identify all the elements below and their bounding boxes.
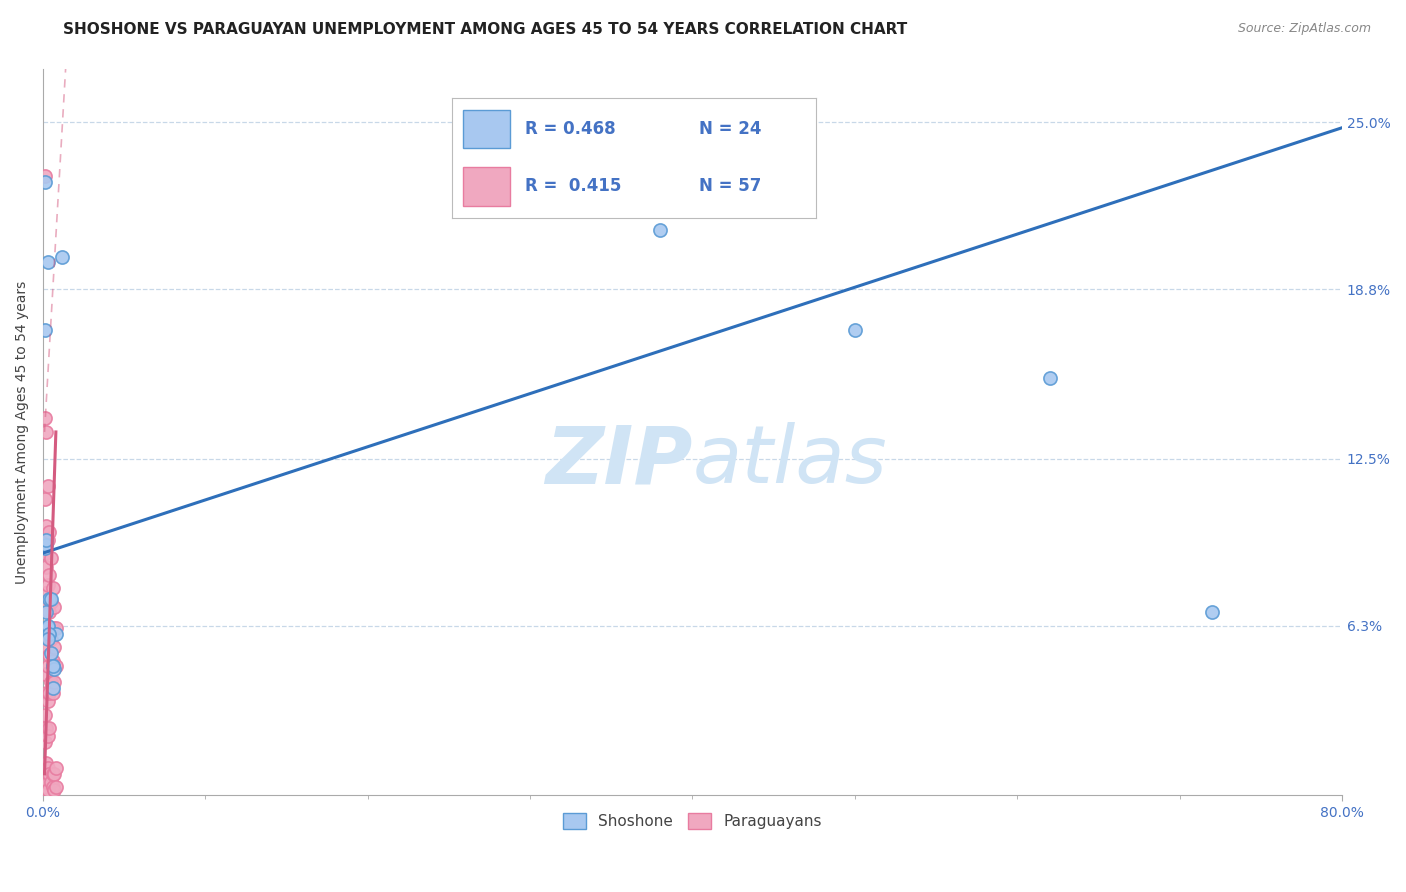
Point <box>44 640 66 655</box>
Point <box>39 775 62 789</box>
Point <box>37 578 59 592</box>
Point <box>1201 605 1223 619</box>
Point <box>35 425 58 439</box>
Point <box>34 492 56 507</box>
Point <box>1039 371 1062 385</box>
Point <box>38 627 60 641</box>
Point <box>34 707 56 722</box>
Point <box>37 632 59 647</box>
Point <box>45 627 67 641</box>
Point <box>35 640 58 655</box>
Point <box>37 783 59 797</box>
Point <box>38 567 60 582</box>
Point <box>34 667 56 681</box>
Point <box>41 654 63 668</box>
Point <box>844 323 866 337</box>
Point <box>35 519 58 533</box>
Y-axis label: Unemployment Among Ages 45 to 54 years: Unemployment Among Ages 45 to 54 years <box>15 280 30 583</box>
Point <box>37 533 59 547</box>
Point <box>41 686 63 700</box>
Legend: Shoshone, Paraguayans: Shoshone, Paraguayans <box>557 806 828 835</box>
Point <box>41 659 63 673</box>
Point <box>35 594 58 608</box>
Point <box>35 538 58 552</box>
Point <box>35 686 58 700</box>
Point <box>37 255 59 269</box>
Point <box>39 646 62 660</box>
Point <box>34 169 56 184</box>
Point <box>34 780 56 795</box>
Point <box>45 659 67 673</box>
Point <box>45 762 67 776</box>
Point <box>44 599 66 614</box>
Point <box>37 622 59 636</box>
Point <box>41 659 63 673</box>
Point <box>38 648 60 663</box>
Point <box>35 605 58 619</box>
Point <box>41 581 63 595</box>
Point <box>44 662 66 676</box>
Point <box>39 551 62 566</box>
Point <box>39 675 62 690</box>
Point <box>38 591 60 606</box>
Point <box>34 175 56 189</box>
Point <box>34 411 56 425</box>
Point <box>38 686 60 700</box>
Point <box>51 250 73 264</box>
Point <box>44 783 66 797</box>
Point <box>35 533 58 547</box>
Text: Source: ZipAtlas.com: Source: ZipAtlas.com <box>1237 22 1371 36</box>
Point <box>34 627 56 641</box>
Point <box>41 780 63 795</box>
Point <box>37 479 59 493</box>
Point <box>38 767 60 781</box>
Point <box>35 775 58 789</box>
Text: ZIP: ZIP <box>546 422 692 500</box>
Point <box>34 762 56 776</box>
Point <box>37 775 59 789</box>
Point <box>37 659 59 673</box>
Point <box>45 622 67 636</box>
Point <box>34 323 56 337</box>
Point <box>35 559 58 574</box>
Point <box>34 734 56 748</box>
Text: SHOSHONE VS PARAGUAYAN UNEMPLOYMENT AMONG AGES 45 TO 54 YEARS CORRELATION CHART: SHOSHONE VS PARAGUAYAN UNEMPLOYMENT AMON… <box>63 22 907 37</box>
Point <box>37 619 59 633</box>
Point <box>35 756 58 770</box>
Point <box>41 681 63 695</box>
Point <box>37 622 59 636</box>
Point <box>38 524 60 539</box>
Point <box>34 586 56 600</box>
Point <box>39 594 62 608</box>
Point <box>41 622 63 636</box>
Point <box>34 541 56 555</box>
Point <box>44 767 66 781</box>
Point <box>35 721 58 735</box>
Text: atlas: atlas <box>692 422 887 500</box>
Point <box>45 780 67 795</box>
Point <box>34 546 56 560</box>
Point <box>44 675 66 690</box>
Point <box>37 729 59 743</box>
Point <box>41 767 63 781</box>
Point <box>38 605 60 619</box>
Point <box>39 632 62 647</box>
Point <box>37 762 59 776</box>
Point <box>38 721 60 735</box>
Point <box>39 591 62 606</box>
Point <box>648 223 671 237</box>
Point <box>37 694 59 708</box>
